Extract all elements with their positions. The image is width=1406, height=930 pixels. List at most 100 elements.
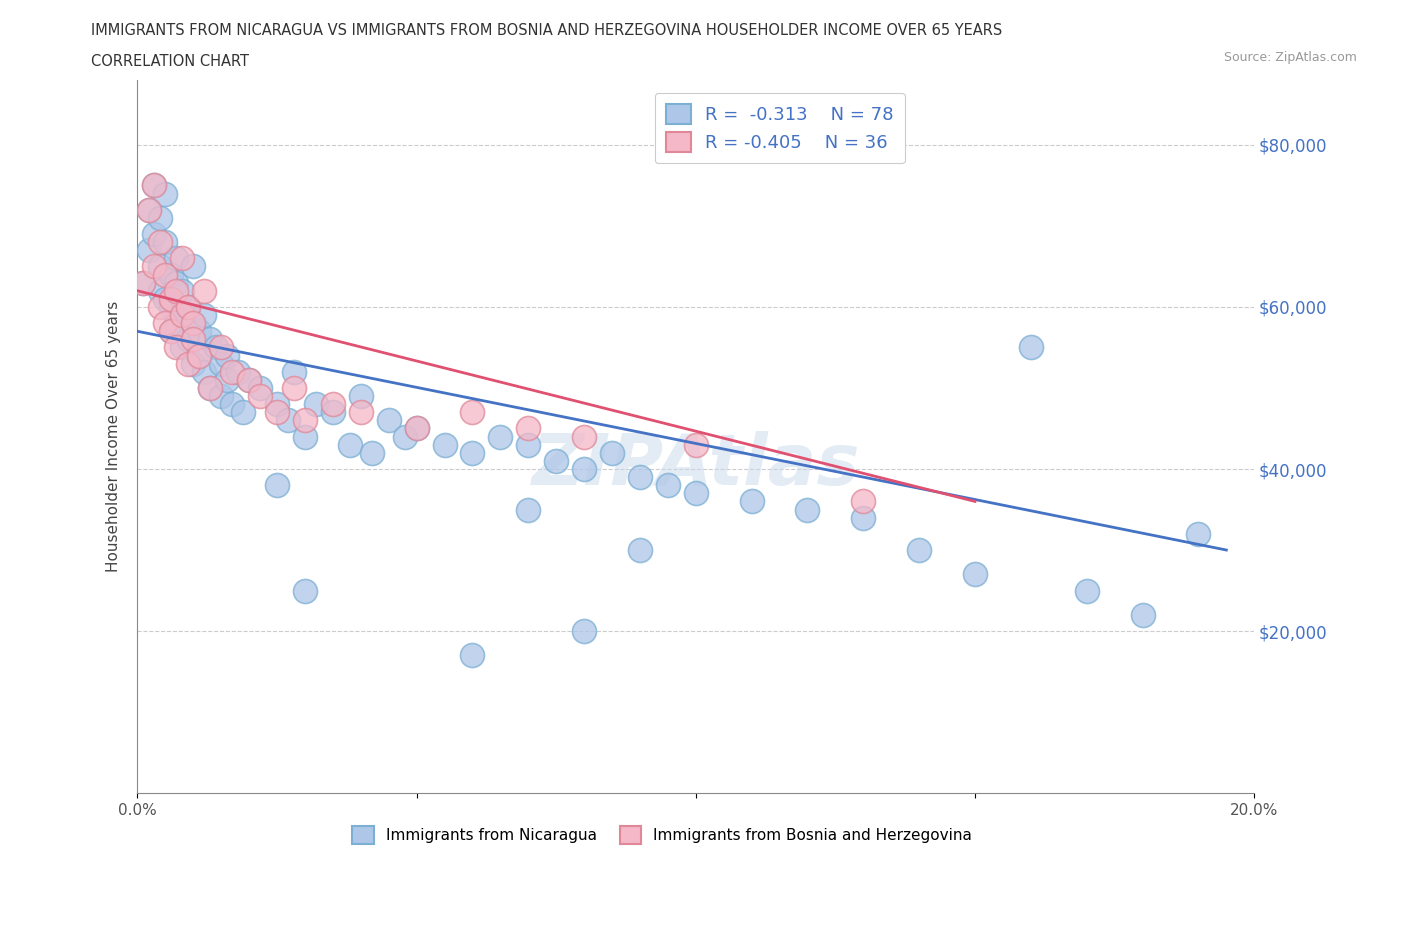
- Point: [138, 203, 160, 218]
- Point: [294, 413, 316, 428]
- Point: [181, 315, 204, 330]
- Point: [160, 324, 183, 339]
- Point: [198, 380, 221, 395]
- Point: [796, 502, 818, 517]
- Point: [181, 315, 204, 330]
- Text: Source: ZipAtlas.com: Source: ZipAtlas.com: [1223, 51, 1357, 64]
- Point: [283, 380, 305, 395]
- Point: [187, 348, 209, 363]
- Point: [149, 299, 172, 314]
- Point: [221, 365, 243, 379]
- Point: [1076, 583, 1098, 598]
- Point: [405, 421, 427, 436]
- Point: [143, 259, 166, 274]
- Point: [143, 178, 166, 193]
- Point: [249, 389, 271, 404]
- Point: [377, 413, 399, 428]
- Point: [143, 178, 166, 193]
- Text: CORRELATION CHART: CORRELATION CHART: [91, 54, 249, 69]
- Point: [170, 340, 193, 355]
- Point: [852, 494, 875, 509]
- Point: [209, 356, 232, 371]
- Point: [166, 340, 188, 355]
- Point: [193, 284, 215, 299]
- Point: [193, 365, 215, 379]
- Point: [277, 413, 299, 428]
- Point: [600, 445, 623, 460]
- Point: [546, 454, 568, 469]
- Point: [170, 308, 193, 323]
- Point: [322, 405, 344, 419]
- Point: [181, 356, 204, 371]
- Point: [405, 421, 427, 436]
- Point: [350, 405, 373, 419]
- Point: [361, 445, 384, 460]
- Point: [176, 299, 198, 314]
- Point: [1019, 340, 1042, 355]
- Point: [166, 315, 188, 330]
- Point: [517, 502, 540, 517]
- Point: [266, 397, 288, 412]
- Point: [322, 397, 344, 412]
- Point: [132, 275, 155, 290]
- Point: [238, 372, 260, 387]
- Point: [266, 478, 288, 493]
- Point: [215, 372, 238, 387]
- Legend: Immigrants from Nicaragua, Immigrants from Bosnia and Herzegovina: Immigrants from Nicaragua, Immigrants fr…: [346, 819, 979, 850]
- Point: [339, 437, 361, 452]
- Point: [741, 494, 763, 509]
- Point: [193, 308, 215, 323]
- Point: [149, 259, 172, 274]
- Point: [294, 583, 316, 598]
- Point: [155, 234, 177, 249]
- Point: [1132, 607, 1154, 622]
- Point: [1187, 526, 1209, 541]
- Point: [170, 251, 193, 266]
- Point: [908, 542, 931, 557]
- Point: [394, 429, 416, 444]
- Point: [489, 429, 512, 444]
- Point: [149, 210, 172, 225]
- Point: [143, 227, 166, 242]
- Point: [209, 340, 232, 355]
- Point: [266, 405, 288, 419]
- Point: [517, 421, 540, 436]
- Y-axis label: Householder Income Over 65 years: Householder Income Over 65 years: [107, 301, 121, 572]
- Point: [249, 380, 271, 395]
- Text: ZIPAtlas: ZIPAtlas: [531, 431, 860, 499]
- Point: [628, 470, 651, 485]
- Point: [852, 511, 875, 525]
- Point: [187, 324, 209, 339]
- Point: [305, 397, 328, 412]
- Point: [149, 234, 172, 249]
- Point: [572, 461, 595, 476]
- Point: [149, 284, 172, 299]
- Point: [283, 365, 305, 379]
- Point: [138, 203, 160, 218]
- Point: [160, 291, 183, 306]
- Point: [166, 251, 188, 266]
- Point: [155, 291, 177, 306]
- Point: [170, 308, 193, 323]
- Point: [155, 315, 177, 330]
- Point: [155, 267, 177, 282]
- Point: [166, 284, 188, 299]
- Point: [166, 275, 188, 290]
- Point: [238, 372, 260, 387]
- Point: [226, 365, 249, 379]
- Point: [176, 299, 198, 314]
- Point: [198, 332, 221, 347]
- Point: [160, 299, 183, 314]
- Point: [963, 567, 986, 582]
- Point: [170, 284, 193, 299]
- Point: [461, 405, 484, 419]
- Point: [461, 445, 484, 460]
- Point: [461, 648, 484, 663]
- Point: [138, 243, 160, 258]
- Point: [221, 397, 243, 412]
- Point: [198, 380, 221, 395]
- Point: [209, 389, 232, 404]
- Point: [294, 429, 316, 444]
- Point: [657, 478, 679, 493]
- Point: [628, 542, 651, 557]
